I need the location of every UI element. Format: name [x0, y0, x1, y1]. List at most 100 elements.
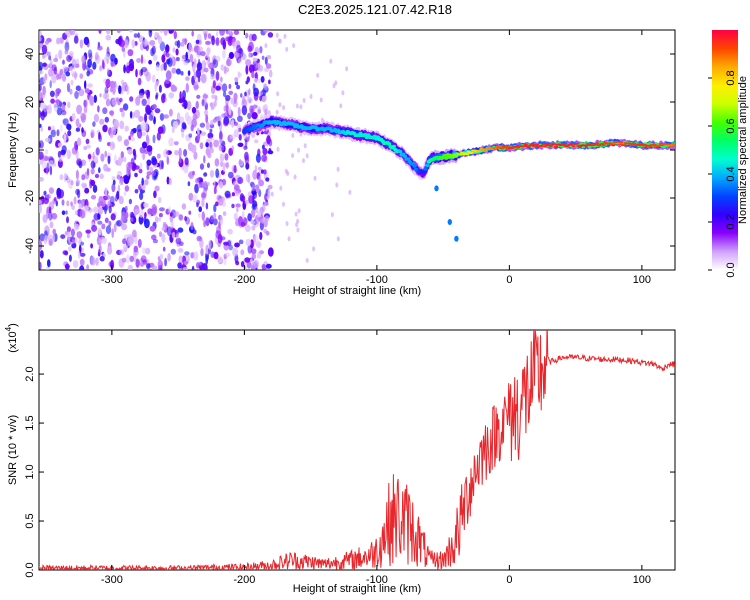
- noise-speckle: [90, 129, 95, 139]
- noise-speckle: [121, 223, 128, 231]
- noise-speckle: [260, 76, 265, 83]
- noise-speckle: [144, 89, 150, 96]
- noise-speckle: [95, 147, 100, 156]
- noise-speckle: [215, 37, 220, 46]
- noise-speckle: [95, 257, 99, 266]
- noise-speckle: [58, 189, 65, 199]
- noise-speckle: [237, 142, 244, 147]
- noise-speckle: [214, 158, 220, 167]
- noise-speckle: [232, 99, 238, 108]
- noise-speckle: [313, 175, 317, 181]
- noise-speckle: [116, 174, 121, 180]
- noise-speckle: [110, 213, 116, 221]
- noise-speckle: [207, 132, 214, 139]
- noise-speckle: [43, 190, 47, 196]
- noise-speckle: [285, 221, 289, 227]
- noise-speckle: [213, 204, 217, 213]
- noise-speckle: [312, 246, 316, 252]
- noise-speckle: [149, 225, 156, 232]
- noise-speckle: [83, 36, 90, 46]
- noise-speckle: [268, 79, 271, 85]
- y-tick-label: -40: [24, 238, 36, 254]
- noise-speckle: [61, 104, 66, 112]
- noise-speckle: [81, 127, 84, 134]
- noise-speckle: [210, 214, 214, 220]
- noise-speckle: [117, 135, 123, 142]
- noise-speckle: [212, 118, 217, 123]
- noise-speckle: [163, 30, 168, 36]
- noise-speckle: [64, 173, 68, 179]
- noise-speckle: [218, 138, 223, 144]
- noise-speckle: [261, 154, 267, 163]
- noise-speckle: [90, 160, 96, 169]
- noise-speckle: [257, 78, 262, 84]
- noise-speckle: [193, 71, 197, 81]
- noise-speckle: [140, 88, 144, 94]
- noise-speckle: [261, 264, 266, 270]
- noise-speckle: [39, 91, 43, 101]
- noise-speckle: [166, 226, 172, 237]
- noise-speckle: [48, 211, 53, 221]
- noise-speckle: [204, 32, 207, 41]
- noise-speckle: [235, 190, 240, 197]
- spectrogram-data: [39, 30, 675, 270]
- noise-speckle: [84, 187, 90, 194]
- noise-speckle: [173, 30, 177, 40]
- noise-speckle: [99, 118, 105, 125]
- noise-speckle: [155, 92, 159, 98]
- noise-speckle: [44, 156, 50, 161]
- noise-speckle: [148, 59, 153, 65]
- noise-speckle: [256, 252, 262, 259]
- noise-speckle: [110, 53, 116, 62]
- noise-speckle: [53, 197, 57, 202]
- x-tick-label: 0: [506, 274, 512, 286]
- x-tick-label: -200: [233, 274, 255, 286]
- noise-speckle: [69, 66, 73, 71]
- snr-ylabel: SNR (10 * v/v): [7, 415, 19, 485]
- noise-speckle: [181, 132, 185, 138]
- noise-speckle: [188, 192, 194, 201]
- ridge-cell: [425, 163, 430, 168]
- noise-speckle: [215, 230, 221, 239]
- noise-speckle: [129, 96, 134, 102]
- noise-speckle: [90, 256, 96, 266]
- noise-speckle: [159, 253, 164, 260]
- noise-speckle: [231, 119, 235, 128]
- noise-speckle: [88, 52, 93, 61]
- noise-speckle: [57, 150, 62, 158]
- noise-speckle: [42, 214, 48, 224]
- noise-speckle: [215, 168, 220, 178]
- noise-speckle: [107, 155, 111, 165]
- noise-speckle: [86, 70, 90, 77]
- noise-speckle: [188, 42, 192, 53]
- noise-speckle: [98, 131, 101, 140]
- noise-speckle: [228, 51, 235, 60]
- noise-speckle: [244, 257, 251, 263]
- noise-speckle: [147, 208, 153, 215]
- noise-speckle: [51, 212, 58, 220]
- noise-speckle: [158, 213, 163, 218]
- noise-speckle: [66, 149, 72, 160]
- noise-speckle: [234, 184, 240, 191]
- noise-speckle: [251, 203, 257, 211]
- noise-speckle: [74, 91, 79, 99]
- noise-speckle: [130, 157, 135, 165]
- noise-speckle: [175, 57, 180, 62]
- noise-speckle: [47, 259, 51, 267]
- noise-speckle: [179, 262, 183, 269]
- ridge-cell: [530, 143, 535, 146]
- noise-speckle: [268, 69, 273, 78]
- noise-speckle: [141, 141, 148, 149]
- noise-speckle: [139, 43, 144, 51]
- noise-speckle: [127, 49, 134, 57]
- noise-speckle: [142, 247, 146, 255]
- noise-speckle: [124, 205, 128, 213]
- noise-speckle: [251, 225, 256, 231]
- noise-speckle: [265, 263, 272, 269]
- noise-speckle: [217, 120, 221, 127]
- noise-speckle: [137, 238, 142, 248]
- noise-speckle: [71, 70, 76, 76]
- noise-speckle: [170, 84, 176, 92]
- noise-speckle: [225, 58, 232, 67]
